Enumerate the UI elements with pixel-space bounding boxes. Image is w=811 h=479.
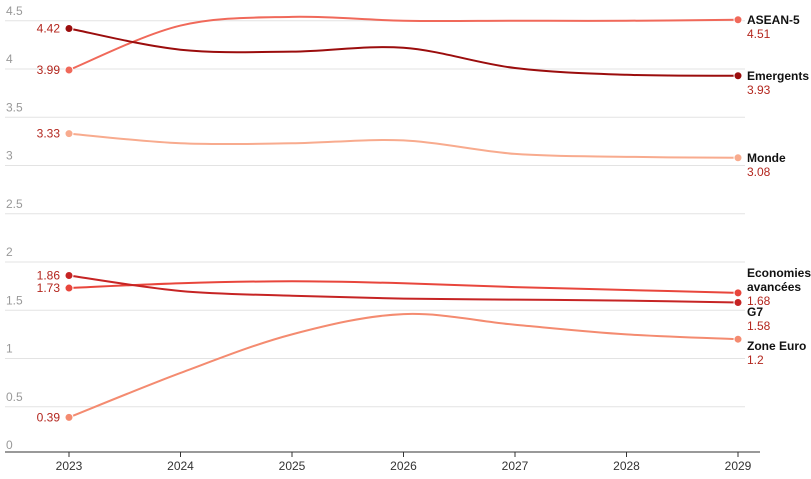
- series-name: Economies avancées: [747, 266, 811, 294]
- series-name: ASEAN-5: [747, 13, 800, 27]
- series-name: G7: [747, 305, 764, 319]
- y-tick-label: 0.5: [6, 390, 23, 404]
- point: [64, 129, 74, 139]
- y-tick-label: 2.5: [6, 197, 23, 211]
- end-value-label: 3.08: [747, 165, 771, 179]
- series-line: [68, 27, 739, 77]
- start-value-label: 1.73: [37, 281, 61, 295]
- x-tick-label: 2028: [613, 459, 640, 473]
- end-value-label: 1.68: [747, 294, 771, 308]
- x-tick-label: 2024: [167, 459, 194, 473]
- series-name: Zone Euro: [747, 339, 807, 353]
- series-name: Monde: [747, 151, 786, 165]
- start-value-label: 3.99: [37, 63, 61, 77]
- end-value-label: 1.58: [747, 319, 771, 333]
- point: [733, 334, 743, 344]
- y-tick-label: 1.5: [6, 293, 23, 307]
- start-value-label: 0.39: [37, 410, 61, 424]
- point: [64, 23, 74, 33]
- start-value-label: 4.42: [37, 21, 61, 35]
- x-tick-label: 2025: [279, 459, 306, 473]
- point: [64, 271, 74, 281]
- y-tick-label: 1: [6, 342, 13, 356]
- series-line: [68, 312, 739, 419]
- y-tick-label: 4: [6, 52, 13, 66]
- start-value-label: 3.33: [37, 127, 61, 141]
- series-line: [68, 15, 739, 71]
- point: [733, 288, 743, 298]
- series-line: [68, 280, 739, 294]
- series-name: Emergents: [747, 69, 810, 83]
- point: [64, 412, 74, 422]
- x-tick-label: 2023: [56, 459, 83, 473]
- y-tick-label: 2: [6, 245, 13, 259]
- y-tick-label: 3: [6, 149, 13, 163]
- point: [64, 65, 74, 75]
- end-value-label: 3.93: [747, 83, 771, 97]
- y-tick-label: 4.5: [6, 4, 23, 18]
- series-line: [68, 132, 739, 159]
- end-value-label: 1.2: [747, 353, 764, 367]
- y-tick-label: 3.5: [6, 100, 23, 114]
- point: [733, 71, 743, 81]
- point: [733, 298, 743, 308]
- point: [733, 15, 743, 25]
- point: [64, 283, 74, 293]
- point: [733, 153, 743, 163]
- end-value-label: 4.51: [747, 27, 771, 41]
- x-tick-label: 2026: [390, 459, 417, 473]
- series-line: [68, 274, 739, 304]
- x-tick-label: 2027: [502, 459, 529, 473]
- start-value-label: 1.86: [37, 269, 61, 283]
- x-tick-label: 2029: [725, 459, 752, 473]
- y-tick-label: 0: [6, 438, 13, 452]
